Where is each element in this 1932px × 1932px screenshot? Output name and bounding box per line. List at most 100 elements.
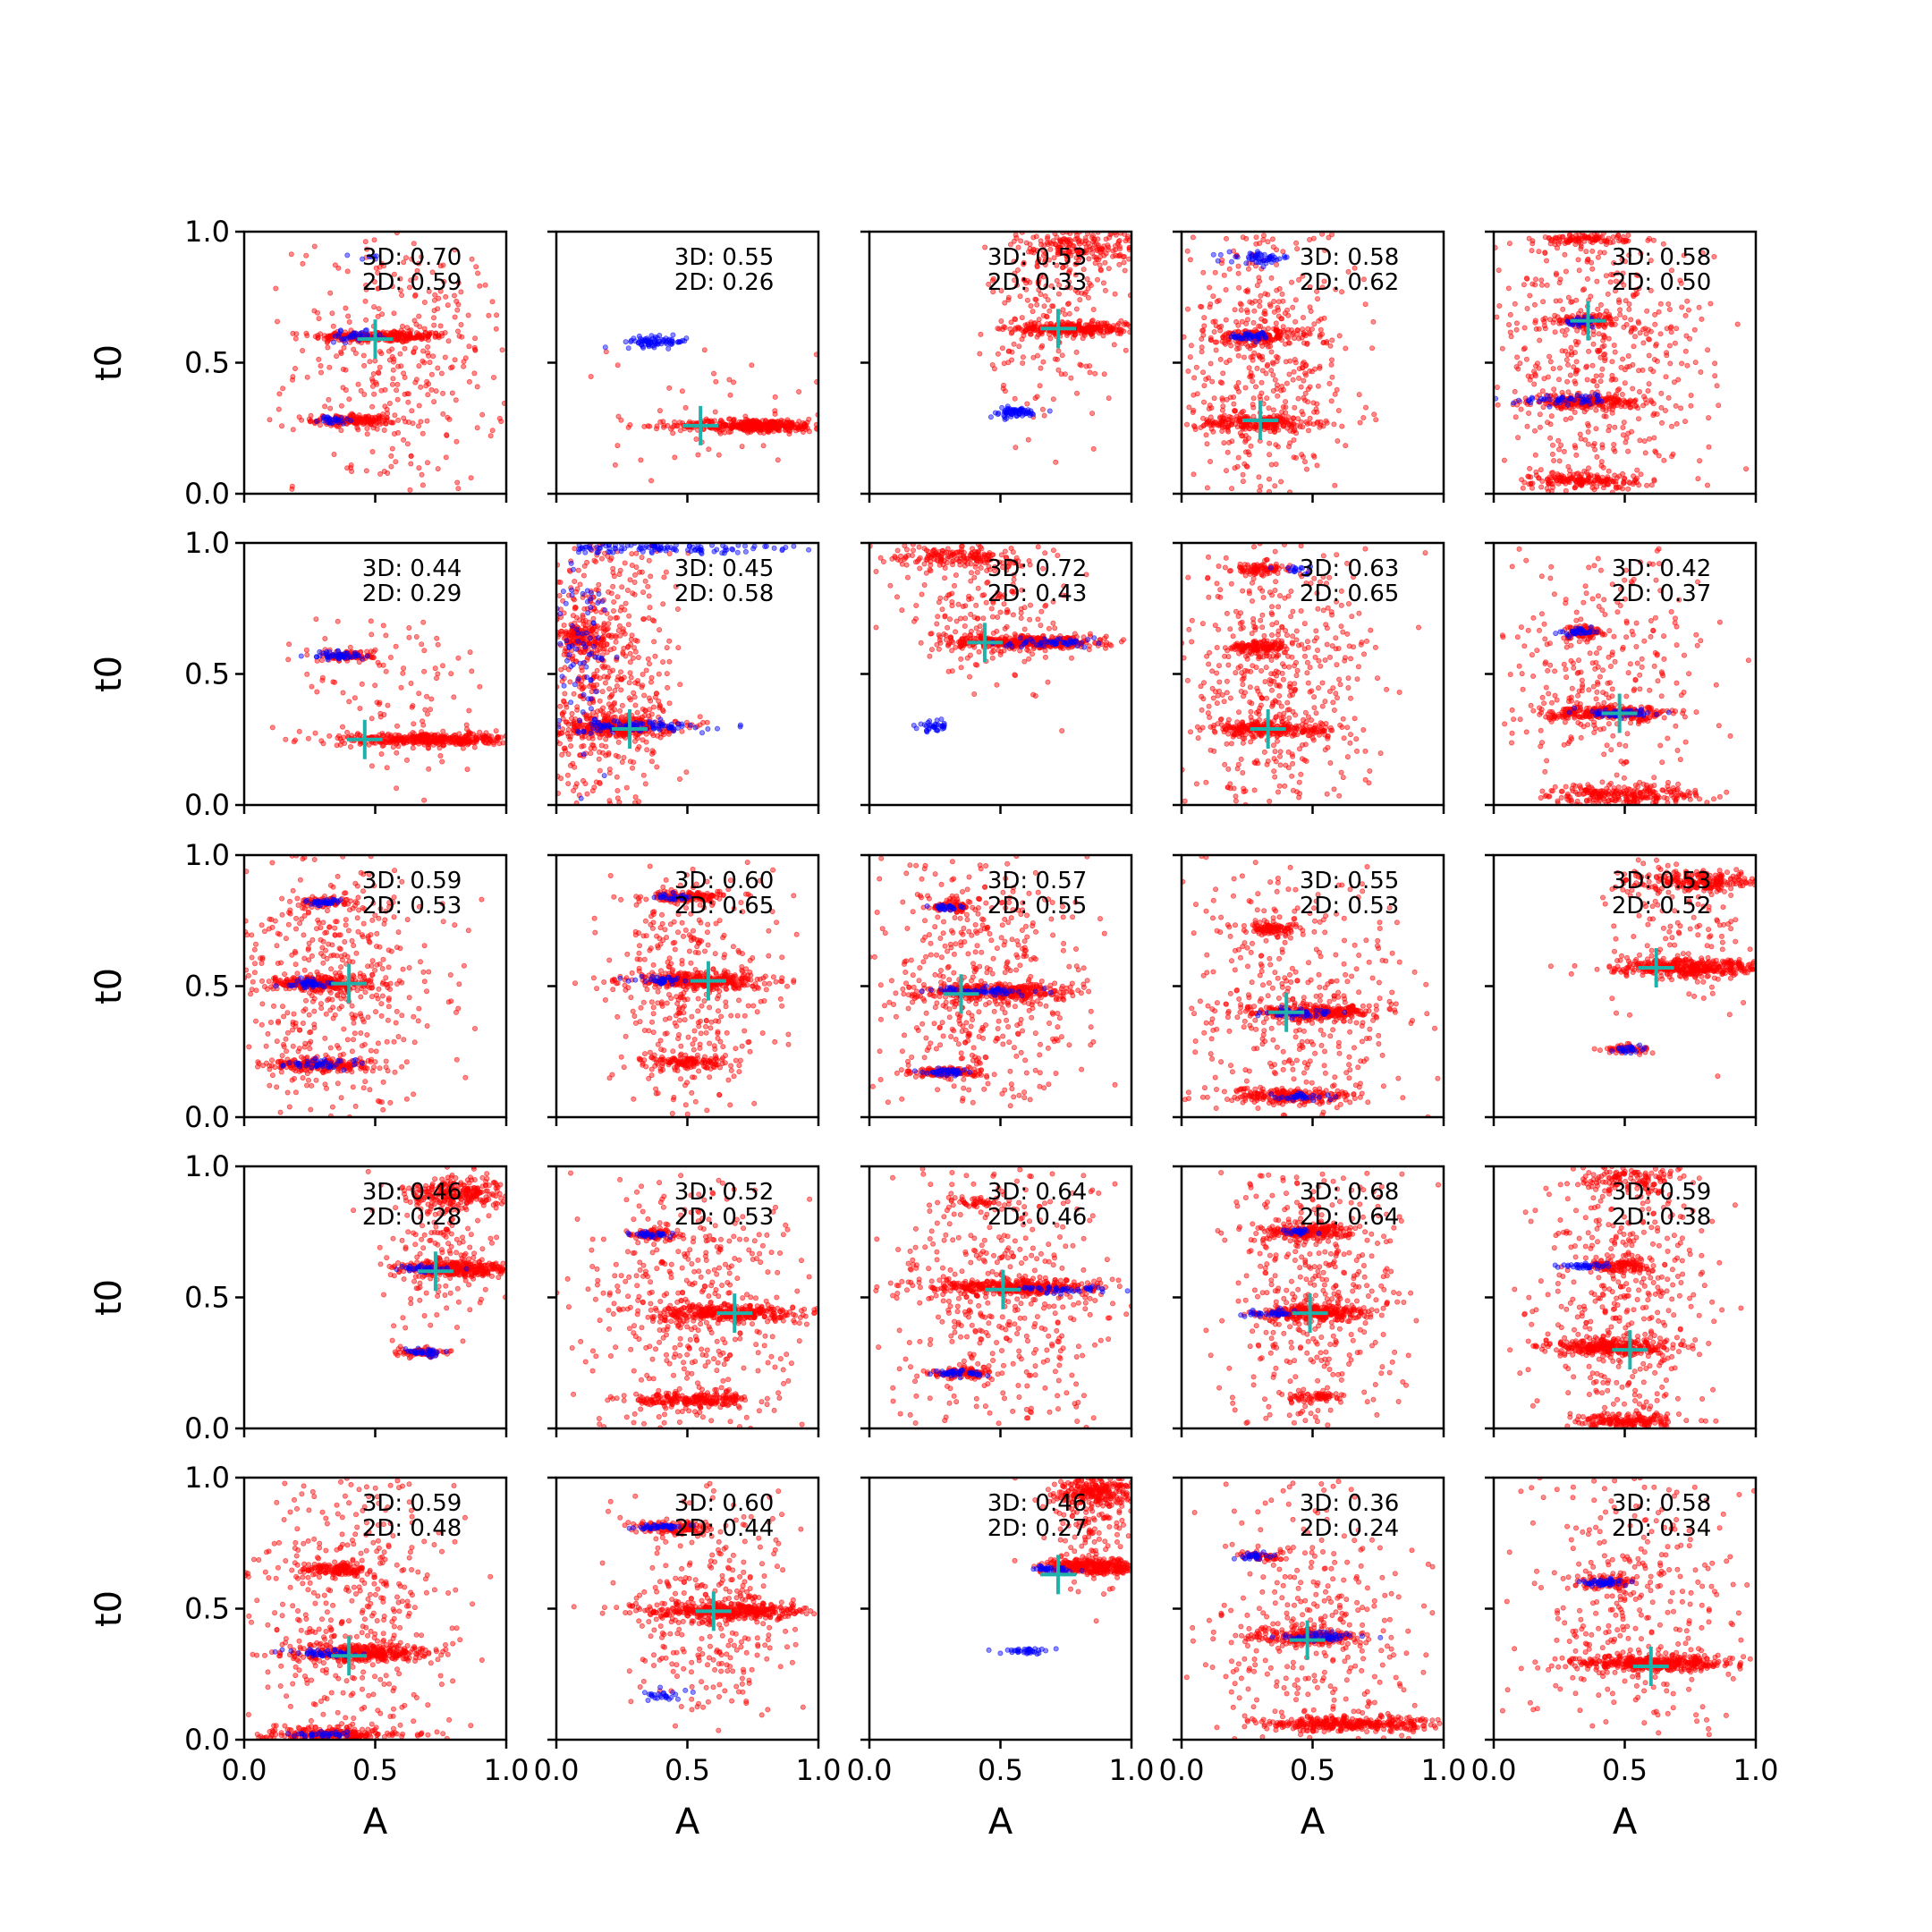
point-2d — [1599, 445, 1606, 451]
point-2d — [394, 381, 401, 387]
point-2d — [1241, 354, 1248, 360]
annotation-3d: 3D: 0.70 — [362, 244, 462, 271]
point-2d — [471, 744, 478, 750]
point-3d — [645, 342, 651, 348]
point-2d — [1223, 317, 1229, 323]
point-2d — [1642, 450, 1648, 456]
point-2d — [1070, 335, 1076, 341]
annotation-3d: 3D: 0.58 — [1612, 244, 1711, 271]
point-2d — [1597, 378, 1604, 385]
point-2d — [467, 649, 473, 656]
point-2d — [1185, 368, 1191, 374]
point-2d — [1294, 327, 1301, 334]
point-2d — [1584, 275, 1590, 282]
point-2d — [410, 745, 416, 751]
point-2d — [375, 369, 381, 376]
point-2d — [697, 714, 703, 720]
point-2d — [1256, 474, 1262, 480]
point-2d — [489, 299, 496, 305]
point-2d — [1094, 325, 1100, 331]
point-2d — [1223, 331, 1229, 337]
point-2d — [1268, 462, 1275, 468]
point-2d — [1659, 419, 1665, 426]
point-2d — [1632, 334, 1639, 340]
point-2d — [440, 411, 446, 417]
point-2d — [1316, 318, 1322, 324]
point-2d — [1506, 241, 1513, 247]
point-3d — [1004, 403, 1011, 410]
point-2d — [1630, 361, 1636, 368]
point-2d — [293, 331, 300, 337]
point-2d — [1559, 389, 1565, 395]
point-2d — [413, 735, 419, 741]
point-2d — [391, 356, 397, 362]
point-2d — [454, 479, 461, 486]
point-2d — [1301, 330, 1307, 336]
point-2d — [300, 347, 306, 353]
point-2d — [1594, 383, 1600, 389]
point-3d — [363, 326, 369, 333]
point-2d — [352, 350, 359, 356]
point-2d — [405, 399, 411, 405]
point-2d — [276, 391, 283, 397]
point-2d — [1079, 325, 1085, 331]
point-2d — [1563, 357, 1570, 363]
point-2d — [1610, 376, 1616, 382]
point-2d — [1012, 395, 1018, 402]
point-3d — [1217, 251, 1224, 258]
point-2d — [1613, 479, 1619, 485]
point-2d — [369, 403, 376, 410]
true-value-marker — [346, 719, 383, 759]
point-2d — [419, 430, 426, 436]
point-2d — [1583, 249, 1589, 255]
point-2d — [412, 345, 419, 352]
point-2d — [1224, 449, 1231, 455]
point-2d — [424, 711, 430, 717]
point-2d — [1200, 415, 1207, 421]
point-2d — [1038, 365, 1044, 371]
point-2d — [1548, 413, 1555, 419]
point-2d — [1611, 342, 1617, 348]
point-2d — [1273, 320, 1279, 326]
point-2d — [665, 422, 671, 428]
point-3d — [360, 656, 366, 662]
point-2d — [381, 427, 387, 433]
point-2d — [401, 740, 407, 746]
point-2d — [312, 730, 318, 736]
point-2d — [1235, 379, 1241, 386]
point-2d — [1616, 473, 1623, 479]
point-2d — [1198, 303, 1204, 309]
point-2d — [1585, 423, 1591, 429]
point-2d — [437, 323, 444, 329]
point-2d — [1240, 471, 1246, 478]
point-2d — [426, 288, 432, 294]
point-2d — [1339, 289, 1345, 295]
point-2d — [1062, 371, 1068, 377]
point-2d — [1641, 438, 1648, 445]
point-2d — [1317, 365, 1323, 371]
point-2d — [1280, 327, 1286, 334]
point-2d — [1274, 382, 1280, 388]
point-2d — [1628, 327, 1634, 334]
point-2d — [1577, 431, 1583, 437]
point-3d — [652, 338, 658, 344]
point-2d — [1251, 308, 1258, 314]
point-2d — [1264, 363, 1270, 369]
point-2d — [1001, 382, 1007, 388]
point-2d — [1547, 241, 1554, 247]
point-2d — [1204, 441, 1210, 447]
point-2d — [1357, 419, 1363, 426]
point-2d — [1039, 406, 1046, 412]
point-2d — [330, 679, 336, 685]
point-2d — [657, 419, 664, 425]
point-2d — [474, 384, 480, 390]
point-2d — [374, 381, 380, 387]
point-2d — [496, 415, 503, 421]
point-2d — [465, 312, 471, 318]
point-2d — [1596, 331, 1602, 337]
point-2d — [290, 427, 296, 433]
point-2d — [1317, 363, 1323, 369]
point-2d — [1307, 284, 1313, 290]
point-2d — [407, 736, 413, 742]
point-2d — [1201, 315, 1208, 321]
